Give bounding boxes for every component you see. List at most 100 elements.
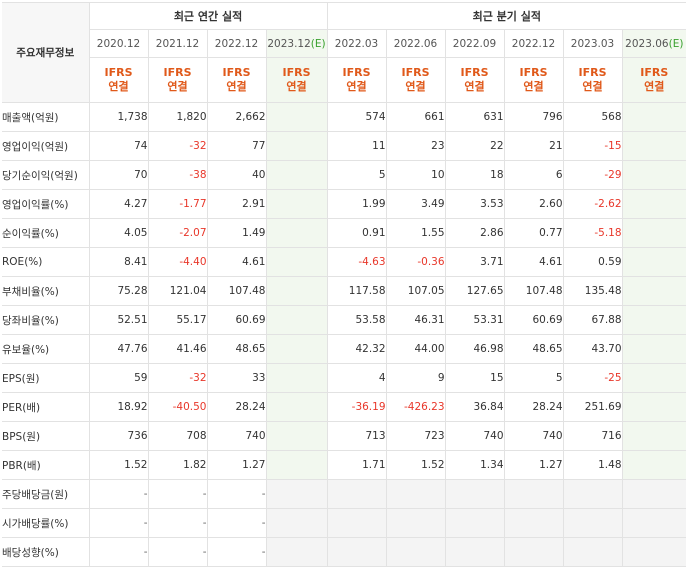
basis-consolidation: 연결 (523, 80, 544, 93)
annual-value-cell: - (206, 479, 267, 509)
annual-value-cell: 60.69 (206, 305, 267, 335)
quarter-estimate-cell (621, 160, 687, 190)
quarter-value-cell: 1.99 (326, 189, 387, 219)
quarter-value-cell: 251.69 (562, 392, 623, 422)
basis-consolidation: 연결 (346, 80, 367, 93)
basis-standard: IFRS (460, 66, 489, 79)
quarter-value-cell: -29 (562, 160, 623, 190)
table-row: ROE(%) 8.41 -4.40 4.61 -4.63 -0.36 3.71 4.61 0.5… (2, 247, 687, 277)
table-row: 영업이익률(%) 4.27 -1.77 2.91 1.99 3.49 3.53 2.60 -2.… (2, 189, 687, 219)
annual-estimate-cell (265, 450, 328, 480)
quarter-value-cell: -36.19 (326, 392, 387, 422)
quarter-value-cell (326, 479, 387, 509)
quarter-value-cell: 716 (562, 421, 623, 451)
quarter-estimate-cell (621, 102, 687, 132)
quarter-value-cell (503, 508, 564, 538)
quarter-value-cell: 127.65 (444, 276, 505, 306)
accounting-basis-header: IFRS 연결 (621, 57, 687, 103)
annual-estimate-cell (265, 479, 328, 509)
quarter-value-cell (562, 479, 623, 509)
annual-period-header: 2021.12 (147, 29, 208, 58)
quarter-value-cell (444, 508, 505, 538)
quarter-value-cell: -4.63 (326, 247, 387, 277)
quarter-estimate-cell (621, 537, 687, 567)
table-row: 당기순이익(억원) 70 -38 40 5 10 18 6 -29 (2, 160, 687, 190)
quarter-value-cell: 11 (326, 131, 387, 161)
annual-estimate-cell (265, 537, 328, 567)
accounting-basis-header: IFRS 연결 (326, 57, 387, 103)
quarter-estimate-cell (621, 363, 687, 393)
annual-estimate-cell (265, 305, 328, 335)
annual-estimate-cell (265, 160, 328, 190)
row-label: 당좌비율(%) (2, 305, 90, 335)
annual-value-cell: 708 (147, 421, 208, 451)
quarter-estimate-period-header: 2023.06(E) (621, 29, 687, 58)
quarter-value-cell: -426.23 (385, 392, 446, 422)
quarter-value-cell: 5 (326, 160, 387, 190)
annual-value-cell: 18.92 (88, 392, 149, 422)
quarter-value-cell (326, 508, 387, 538)
basis-consolidation: 연결 (464, 80, 485, 93)
row-label: PER(배) (2, 392, 90, 422)
quarter-value-cell: 3.71 (444, 247, 505, 277)
basis-consolidation: 연결 (226, 80, 247, 93)
quarter-estimate-cell (621, 218, 687, 248)
basis-consolidation: 연결 (405, 80, 426, 93)
quarter-estimate-cell (621, 450, 687, 480)
row-label: 유보율(%) (2, 334, 90, 364)
row-label: 부채비율(%) (2, 276, 90, 306)
annual-value-cell: 47.76 (88, 334, 149, 364)
quarter-estimate-cell (621, 421, 687, 451)
quarter-value-cell (444, 479, 505, 509)
quarter-value-cell: 723 (385, 421, 446, 451)
basis-standard: IFRS (104, 66, 133, 79)
row-label: 주당배당금(원) (2, 479, 90, 509)
quarter-value-cell: -0.36 (385, 247, 446, 277)
annual-value-cell: 41.46 (147, 334, 208, 364)
annual-estimate-period-header: 2023.12(E) (265, 29, 328, 58)
basis-standard: IFRS (282, 66, 311, 79)
table-row: 영업이익(억원) 74 -32 77 11 23 22 21 -15 (2, 131, 687, 161)
quarter-value-cell: 6 (503, 160, 564, 190)
quarter-period-header: 2022.03 (326, 29, 387, 58)
quarter-estimate-cell (621, 334, 687, 364)
quarter-value-cell: 1.71 (326, 450, 387, 480)
annual-period-header: 2022.12 (206, 29, 267, 58)
annual-value-cell: -1.77 (147, 189, 208, 219)
quarter-value-cell: 42.32 (326, 334, 387, 364)
quarter-value-cell: 796 (503, 102, 564, 132)
annual-estimate-cell (265, 218, 328, 248)
row-label: 영업이익률(%) (2, 189, 90, 219)
quarter-estimate-cell (621, 508, 687, 538)
annual-value-cell: 740 (206, 421, 267, 451)
annual-value-cell: 4.05 (88, 218, 149, 248)
basis-standard: IFRS (163, 66, 192, 79)
row-label: 당기순이익(억원) (2, 160, 90, 190)
quarter-value-cell: 43.70 (562, 334, 623, 364)
annual-estimate-cell (265, 276, 328, 306)
quarter-value-cell: 1.52 (385, 450, 446, 480)
annual-estimate-cell (265, 131, 328, 161)
quarter-value-cell: 574 (326, 102, 387, 132)
quarter-period-header: 2022.06 (385, 29, 446, 58)
accounting-basis-header: IFRS 연결 (265, 57, 328, 103)
quarter-value-cell: 0.91 (326, 218, 387, 248)
annual-value-cell: 4.27 (88, 189, 149, 219)
annual-value-cell: 2,662 (206, 102, 267, 132)
quarter-value-cell: 22 (444, 131, 505, 161)
annual-value-cell: 1.27 (206, 450, 267, 480)
annual-value-cell: - (88, 479, 149, 509)
basis-standard: IFRS (342, 66, 371, 79)
basis-consolidation: 연결 (644, 80, 665, 93)
table-row: 당좌비율(%) 52.51 55.17 60.69 53.58 46.31 53.31 60.… (2, 305, 687, 335)
quarter-value-cell: 0.59 (562, 247, 623, 277)
quarter-value-cell (444, 537, 505, 567)
annual-value-cell: -40.50 (147, 392, 208, 422)
quarter-group-header: 최근 분기 실적 (326, 2, 687, 30)
quarter-value-cell (385, 508, 446, 538)
quarter-value-cell: 46.31 (385, 305, 446, 335)
quarter-value-cell (562, 537, 623, 567)
annual-value-cell: 1.49 (206, 218, 267, 248)
basis-consolidation: 연결 (286, 80, 307, 93)
